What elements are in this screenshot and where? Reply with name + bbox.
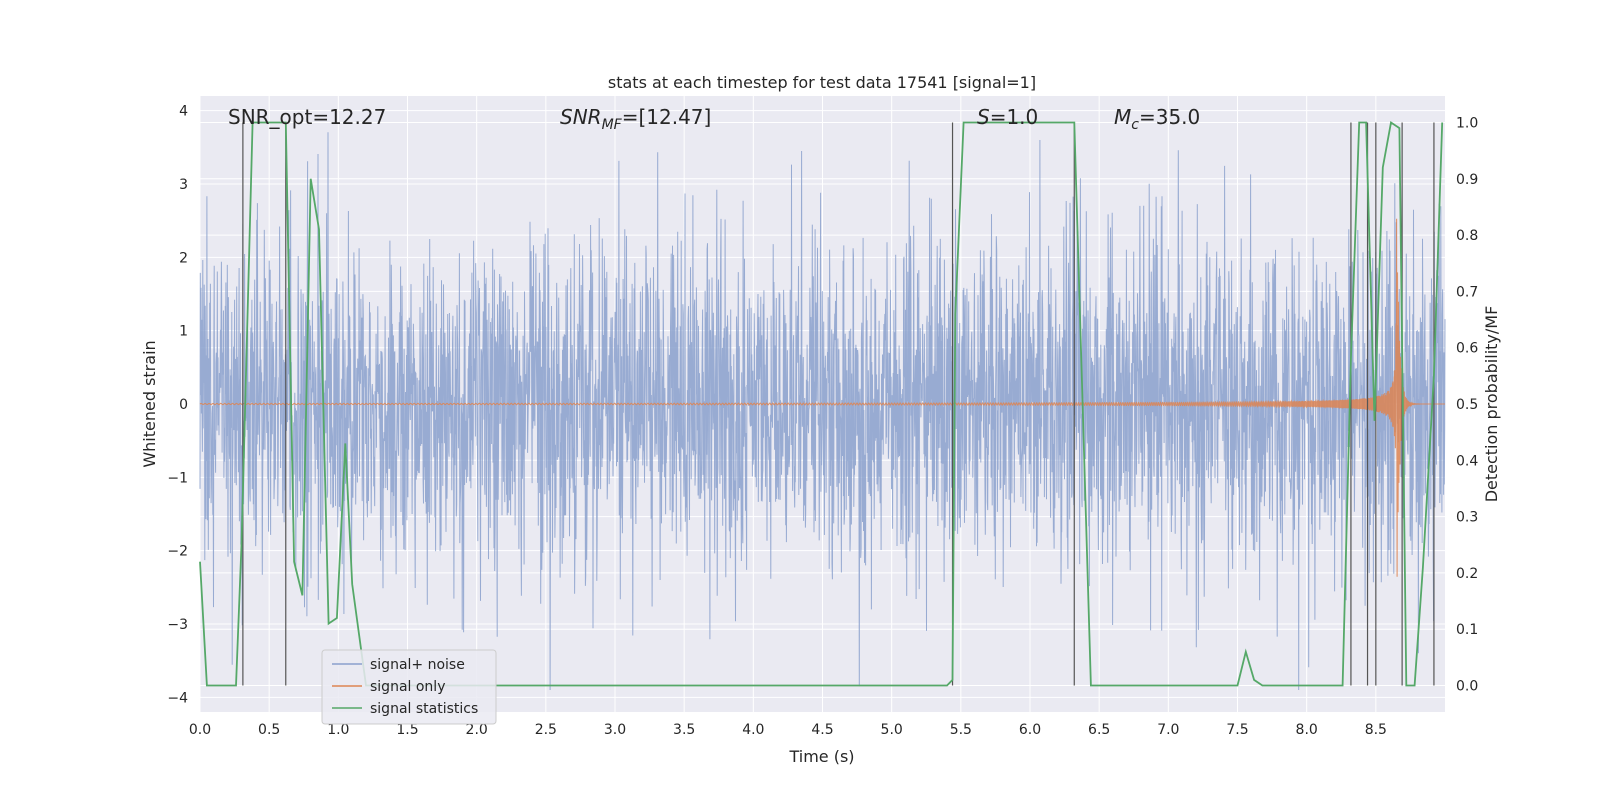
signal-line <box>199 218 1445 577</box>
x-tick-label: 4.0 <box>742 722 764 738</box>
y-tick-label: −2 <box>167 544 188 560</box>
x-tick-label: 4.5 <box>811 722 833 738</box>
y2-tick-label: 0.5 <box>1456 397 1478 413</box>
y2-tick-label: 0.9 <box>1456 172 1478 188</box>
chart-title: stats at each timestep for test data 175… <box>608 73 1036 92</box>
stats-line <box>199 120 1444 687</box>
x-tick-label: 8.5 <box>1365 722 1387 738</box>
y-tick-label: 2 <box>179 250 188 266</box>
x-axis-ticks: 0.0 0.5 1.0 1.5 2.0 2.5 3.0 3.5 4.0 4.5 5.0 5.5 6.0 6… <box>189 722 1387 738</box>
y-tick-label: 4 <box>179 104 188 120</box>
x-tick-label: 7.5 <box>1226 722 1248 738</box>
x-tick-label: 0.0 <box>189 722 211 738</box>
x-tick-label: 6.0 <box>1019 722 1041 738</box>
y2-tick-label: 1.0 <box>1456 115 1478 131</box>
mc-value: =35.0 <box>1139 105 1200 129</box>
y2-axis-label: Detection probability/MF <box>1482 306 1501 503</box>
y2-axis-ticks: 1.0 0.9 0.8 0.7 0.6 0.5 0.4 0.3 0.2 0.1 0.0 <box>1456 115 1478 694</box>
y2-tick-label: 0.1 <box>1456 622 1478 638</box>
x-tick-label: 5.0 <box>881 722 903 738</box>
y-tick-label: −4 <box>167 690 188 706</box>
snr-mf-value: =[12.47] <box>622 105 712 129</box>
x-tick-label: 2.0 <box>466 722 488 738</box>
y-tick-label: −1 <box>167 470 188 486</box>
y2-tick-label: 0.6 <box>1456 341 1478 357</box>
x-tick-label: 3.5 <box>673 722 695 738</box>
x-tick-label: 0.5 <box>258 722 280 738</box>
y2-tick-label: 0.3 <box>1456 510 1478 526</box>
annotation-snr-opt: SNR_opt=12.27 <box>228 105 386 129</box>
mc-sub: c <box>1131 117 1139 133</box>
y-tick-label: 3 <box>179 177 188 193</box>
annotation-mc: Mc=35.0 <box>1114 105 1200 133</box>
x-tick-label: 7.0 <box>1157 722 1179 738</box>
x-axis-label: Time (s) <box>788 747 854 766</box>
x-tick-label: 2.5 <box>535 722 557 738</box>
x-tick-label: 6.5 <box>1088 722 1110 738</box>
annotation-s: S=1.0 <box>977 105 1038 129</box>
y-tick-label: −3 <box>167 617 188 633</box>
snr-mf-sub: MF <box>602 117 623 133</box>
x-tick-label: 3.0 <box>604 722 626 738</box>
y-axis-label: Whitened strain <box>140 340 159 467</box>
y2-tick-label: 0.7 <box>1456 284 1478 300</box>
annotation-snr-mf: SNRMF=[12.47] <box>560 105 711 133</box>
x-tick-label: 1.0 <box>327 722 349 738</box>
y-tick-label: 0 <box>179 397 188 413</box>
y-axis-ticks: 4 3 2 1 0 −1 −2 −3 −4 <box>167 104 188 707</box>
x-tick-label: 8.0 <box>1296 722 1318 738</box>
y2-tick-label: 0.0 <box>1456 679 1478 695</box>
legend-box <box>321 649 497 725</box>
legend-label-noise: signal+ noise <box>370 657 465 673</box>
x-tick-label: 1.5 <box>396 722 418 738</box>
y2-tick-label: 0.2 <box>1456 566 1478 582</box>
noise-series <box>199 132 1446 691</box>
x-tick-label: 5.5 <box>950 722 972 738</box>
y-tick-label: 1 <box>179 324 188 340</box>
legend-label-signal: signal only <box>370 679 445 695</box>
y2-tick-label: 0.4 <box>1456 453 1478 469</box>
mc-main: M <box>1114 105 1131 129</box>
signal-series <box>199 218 1445 577</box>
noise-line <box>199 132 1446 691</box>
legend-label-stats: signal statistics <box>370 701 478 717</box>
s-main: S <box>977 105 990 129</box>
s-value: =1.0 <box>990 105 1039 129</box>
legend: signal+ noise signal only signal statist… <box>321 649 497 725</box>
y2-tick-label: 0.8 <box>1456 228 1478 244</box>
stats-series <box>199 120 1444 687</box>
snr-mf-main: SNR <box>560 105 602 129</box>
